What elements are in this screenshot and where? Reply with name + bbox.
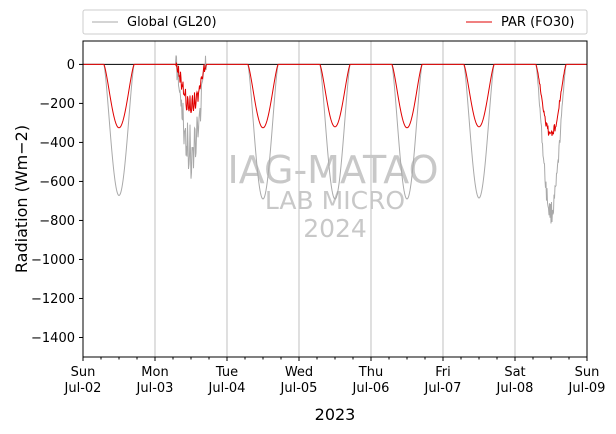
x-tick-label-date: Jul-08	[496, 381, 534, 396]
x-tick-label-day: Sun	[71, 365, 96, 380]
x-tick-label-date: Jul-06	[352, 381, 390, 396]
y-tick-label: −200	[39, 97, 75, 112]
legend: Global (GL20) PAR (FO30)	[82, 9, 588, 35]
watermark-line-3: 2024	[303, 214, 367, 243]
y-axis: 0 −200 −400 −600 −800 −1000 −1200 −1400	[31, 58, 83, 346]
x-tick-label-day: Thu	[358, 365, 383, 380]
vertical-gridlines	[154, 41, 516, 357]
x-axis: SunJul-02MonJul-03TueJul-04WedJul-05ThuJ…	[64, 357, 606, 396]
x-tick-label-date: Jul-07	[424, 381, 462, 396]
y-tick-label: −600	[39, 175, 75, 190]
y-tick-label: −400	[39, 136, 75, 151]
y-axis-label: Radiation (Wm−2)	[12, 125, 31, 273]
x-tick-label-day: Tue	[215, 365, 238, 380]
y-tick-label: 0	[67, 58, 75, 73]
legend-label-global: Global (GL20)	[127, 15, 217, 30]
x-tick-label-date: Jul-04	[208, 381, 246, 396]
x-tick-label-date: Jul-09	[568, 381, 606, 396]
x-tick-label-day: Sun	[575, 365, 600, 380]
x-tick-label-day: Mon	[141, 365, 168, 380]
x-tick-label-date: Jul-05	[280, 381, 318, 396]
legend-label-par: PAR (FO30)	[501, 15, 574, 30]
x-tick-label-day: Sat	[504, 365, 525, 380]
watermark-line-2: LAB MICRO	[265, 186, 405, 215]
y-tick-label: −1400	[31, 331, 75, 346]
y-tick-label: −1200	[31, 292, 75, 307]
series-line-par	[83, 62, 587, 136]
legend-box	[82, 9, 588, 35]
x-tick-label-date: Jul-03	[136, 381, 174, 396]
y-tick-label: −800	[39, 214, 75, 229]
x-axis-label: 2023	[315, 405, 356, 424]
x-tick-label-day: Wed	[285, 365, 313, 380]
x-tick-label-day: Fri	[435, 365, 451, 380]
x-tick-label-date: Jul-02	[64, 381, 102, 396]
y-tick-label: −1000	[31, 253, 75, 268]
